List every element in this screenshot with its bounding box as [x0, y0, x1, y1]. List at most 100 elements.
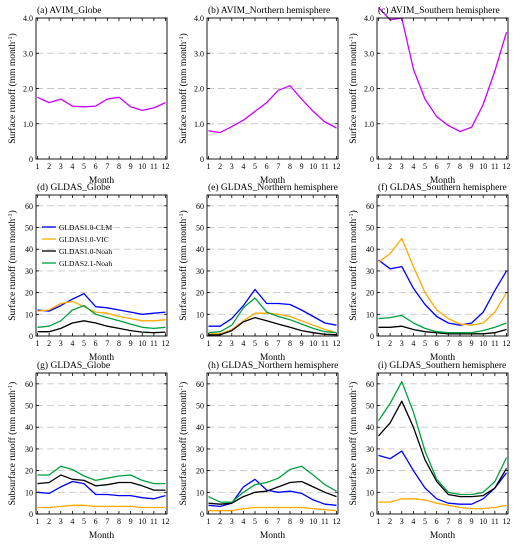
y-axis-title-main: Surface runoff (mm month	[7, 42, 18, 144]
y-tick-label: 10	[366, 310, 374, 319]
y-axis-title-close: )	[7, 210, 18, 213]
x-tick-label: 4	[70, 517, 74, 526]
y-tick-label: 3.0	[364, 49, 374, 58]
y-tick-label: 3.0	[23, 49, 33, 58]
y-axis-title: Surface runoff (mm month-1)	[178, 33, 189, 144]
x-axis-title: Month	[430, 353, 456, 363]
plot-frame	[206, 194, 339, 337]
x-tick-label: 1	[207, 517, 211, 526]
y-tick-label: 40	[25, 423, 33, 432]
plot-area	[36, 373, 167, 514]
x-tick-label: 7	[446, 162, 450, 171]
y-tick-label: 10	[366, 488, 374, 497]
y-tick-label: 1.0	[23, 120, 33, 129]
plot-frame	[35, 194, 168, 337]
x-tick-label: 10	[479, 162, 487, 171]
series-line-gldas1-0-clm	[208, 288, 337, 327]
series-line-gldas1-0-clm	[37, 480, 166, 500]
x-tick-label: 12	[333, 339, 341, 348]
x-tick-label: 3	[59, 517, 63, 526]
x-tick-label: 11	[491, 517, 499, 526]
y-tick-label: 30	[196, 267, 204, 276]
series-line-gldas1-0-vic	[208, 506, 337, 512]
plot-area	[207, 195, 338, 336]
y-tick-label: 50	[366, 224, 374, 233]
y-tick-label: 40	[196, 423, 204, 432]
x-tick-label: 12	[503, 517, 511, 526]
panel-title: (e) GLDAS_Northern hemisphere	[208, 182, 338, 193]
series-line-avim	[208, 85, 337, 134]
x-tick-label: 8	[117, 339, 121, 348]
x-tick-label: 4	[411, 339, 415, 348]
x-tick-label: 12	[333, 162, 341, 171]
y-axis-title-main: Subsurface runoff (mm month	[348, 390, 359, 505]
y-axis-title: Subsurface runoff (mm month-1)	[348, 382, 359, 506]
x-axis-title: Month	[260, 176, 286, 186]
x-tick-label: 5	[423, 517, 427, 526]
x-tick-label: 10	[479, 339, 487, 348]
x-tick-label: 1	[377, 339, 381, 348]
x-tick-label: 7	[446, 339, 450, 348]
x-tick-label: 6	[94, 162, 98, 171]
y-axis-title-main: Subsurface runoff (mm month	[178, 390, 189, 505]
x-tick-label: 4	[241, 517, 245, 526]
y-tick-label: 2.0	[23, 85, 33, 94]
plot-area	[377, 195, 508, 336]
y-tick-label: 40	[366, 423, 374, 432]
series-line-gldas1-0-noah	[208, 316, 337, 336]
x-tick-label: 2	[388, 517, 392, 526]
x-tick-label: 10	[309, 517, 317, 526]
y-tick-label: 4.0	[23, 14, 33, 23]
y-tick-label: 0	[370, 155, 374, 164]
series-line-gldas1-0-vic	[37, 504, 166, 509]
x-tick-label: 9	[300, 162, 304, 171]
x-tick-label: 10	[479, 517, 487, 526]
x-tick-label: 6	[265, 162, 269, 171]
x-tick-label: 1	[36, 339, 40, 348]
panel-title: (g) GLDAS_Globe	[37, 360, 110, 371]
y-axis-title: Subsurface runoff (mm month-1)	[7, 382, 18, 506]
x-tick-label: 7	[105, 339, 109, 348]
y-tick-label: 30	[25, 445, 33, 454]
x-tick-label: 8	[117, 162, 121, 171]
y-axis-title-close: )	[348, 33, 359, 36]
x-axis-title: Month	[89, 353, 115, 363]
x-tick-label: 1	[377, 517, 381, 526]
series-line-gldas1-0-clm	[378, 450, 508, 505]
x-tick-label: 3	[59, 339, 63, 348]
x-tick-label: 6	[435, 162, 439, 171]
x-axis-title: Month	[260, 353, 286, 363]
y-axis-title-close: )	[178, 210, 189, 213]
series-line-gldas1-0-clm	[37, 293, 166, 315]
series-line-gldas1-0-noah	[37, 474, 166, 491]
plot-area	[377, 373, 508, 514]
y-axis-title-superscript: -1	[178, 36, 185, 41]
y-axis-title-superscript: -1	[178, 213, 185, 218]
x-axis-title: Month	[260, 531, 286, 541]
panel-title: (f) GLDAS_Southern hemisphere	[378, 182, 507, 193]
x-tick-label: 2	[218, 339, 222, 348]
y-axis-title-close: )	[178, 33, 189, 36]
series-line-gldas1-0-noah	[208, 480, 337, 505]
x-tick-label: 5	[82, 162, 86, 171]
x-tick-label: 11	[321, 339, 329, 348]
x-tick-label: 5	[253, 339, 257, 348]
x-tick-label: 12	[162, 339, 170, 348]
y-tick-label: 0	[29, 155, 33, 164]
y-tick-label: 60	[25, 202, 33, 211]
x-tick-label: 8	[288, 162, 292, 171]
y-tick-label: 20	[366, 467, 374, 476]
x-tick-label: 3	[400, 162, 404, 171]
x-tick-label: 8	[458, 162, 462, 171]
series-line-gldas1-0-noah	[378, 325, 507, 335]
y-tick-label: 0	[200, 332, 204, 341]
y-axis-title-close: )	[7, 382, 18, 385]
x-tick-label: 1	[36, 162, 40, 171]
series-line-gldas1-0-noah	[378, 400, 508, 498]
x-tick-label: 12	[333, 517, 341, 526]
